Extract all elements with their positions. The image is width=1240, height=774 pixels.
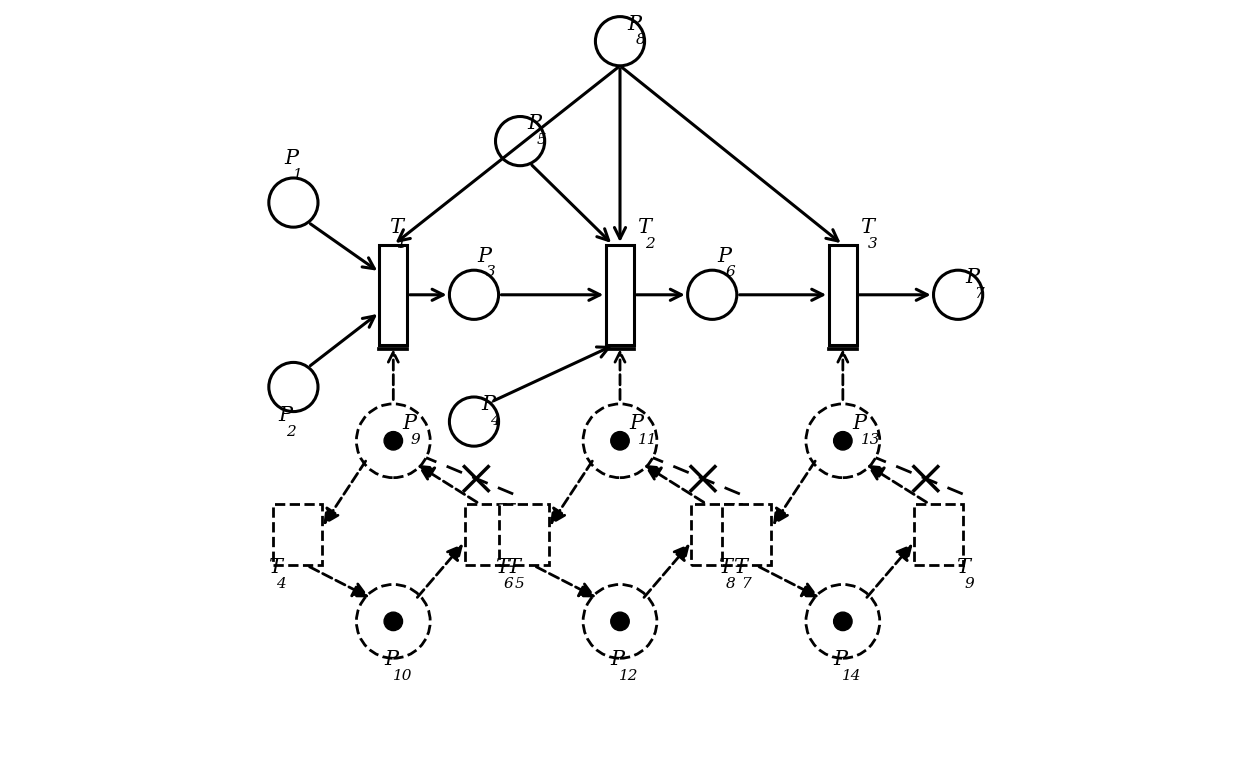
Text: P: P <box>833 650 848 669</box>
Text: T: T <box>495 558 508 577</box>
Bar <box>830 245 857 344</box>
Bar <box>606 245 634 344</box>
Text: 11: 11 <box>637 433 657 447</box>
Text: 3: 3 <box>486 265 495 279</box>
Text: 9: 9 <box>410 433 420 447</box>
Circle shape <box>496 117 544 166</box>
Text: P: P <box>477 247 491 265</box>
Text: 4: 4 <box>277 577 286 591</box>
Circle shape <box>449 270 498 320</box>
Text: 8: 8 <box>727 577 735 591</box>
Text: P: P <box>629 414 644 433</box>
Circle shape <box>934 270 983 320</box>
Circle shape <box>833 432 852 450</box>
Circle shape <box>583 584 657 658</box>
Text: P: P <box>278 406 293 426</box>
Text: 12: 12 <box>619 669 639 683</box>
Text: 5: 5 <box>536 133 546 147</box>
Circle shape <box>806 584 879 658</box>
Text: 1: 1 <box>397 237 407 251</box>
Text: P: P <box>611 650 625 669</box>
Text: P: P <box>852 414 866 433</box>
Text: T: T <box>859 218 874 237</box>
Text: P: P <box>717 247 730 265</box>
Text: 9: 9 <box>965 577 973 591</box>
Text: 2: 2 <box>286 425 296 440</box>
Text: P: P <box>384 650 398 669</box>
Circle shape <box>356 404 430 478</box>
Bar <box>379 245 407 344</box>
Text: T: T <box>718 558 732 577</box>
Text: T: T <box>637 218 651 237</box>
Text: 6: 6 <box>725 265 735 279</box>
Circle shape <box>595 16 645 66</box>
Bar <box>465 504 513 565</box>
Text: 7: 7 <box>742 577 751 591</box>
Text: T: T <box>956 558 970 577</box>
Text: P: P <box>966 268 980 287</box>
Circle shape <box>583 404 657 478</box>
Circle shape <box>269 362 317 412</box>
Circle shape <box>384 432 403 450</box>
Text: T: T <box>506 558 520 577</box>
Text: 8: 8 <box>636 33 646 47</box>
Text: 5: 5 <box>515 577 525 591</box>
Bar <box>914 504 963 565</box>
Text: T: T <box>733 558 746 577</box>
Circle shape <box>688 270 737 320</box>
Text: 6: 6 <box>503 577 513 591</box>
Text: T: T <box>388 218 403 237</box>
Text: P: P <box>627 15 641 33</box>
Circle shape <box>611 612 629 631</box>
Circle shape <box>806 404 879 478</box>
Bar <box>500 504 548 565</box>
Text: 4: 4 <box>490 414 500 428</box>
Circle shape <box>449 397 498 446</box>
Text: 14: 14 <box>842 669 862 683</box>
Text: P: P <box>403 414 417 433</box>
Circle shape <box>269 178 317 227</box>
Circle shape <box>833 612 852 631</box>
Text: 1: 1 <box>293 168 303 182</box>
Text: P: P <box>481 395 496 414</box>
Text: 13: 13 <box>861 433 880 447</box>
Bar <box>273 504 322 565</box>
Text: P: P <box>284 149 298 168</box>
Bar <box>722 504 771 565</box>
Text: 2: 2 <box>645 237 655 251</box>
Bar <box>692 504 740 565</box>
Circle shape <box>356 584 430 658</box>
Text: T: T <box>268 558 281 577</box>
Circle shape <box>384 612 403 631</box>
Text: 10: 10 <box>393 669 412 683</box>
Text: 7: 7 <box>975 287 985 301</box>
Text: 3: 3 <box>868 237 878 251</box>
Circle shape <box>611 432 629 450</box>
Text: P: P <box>528 115 542 133</box>
